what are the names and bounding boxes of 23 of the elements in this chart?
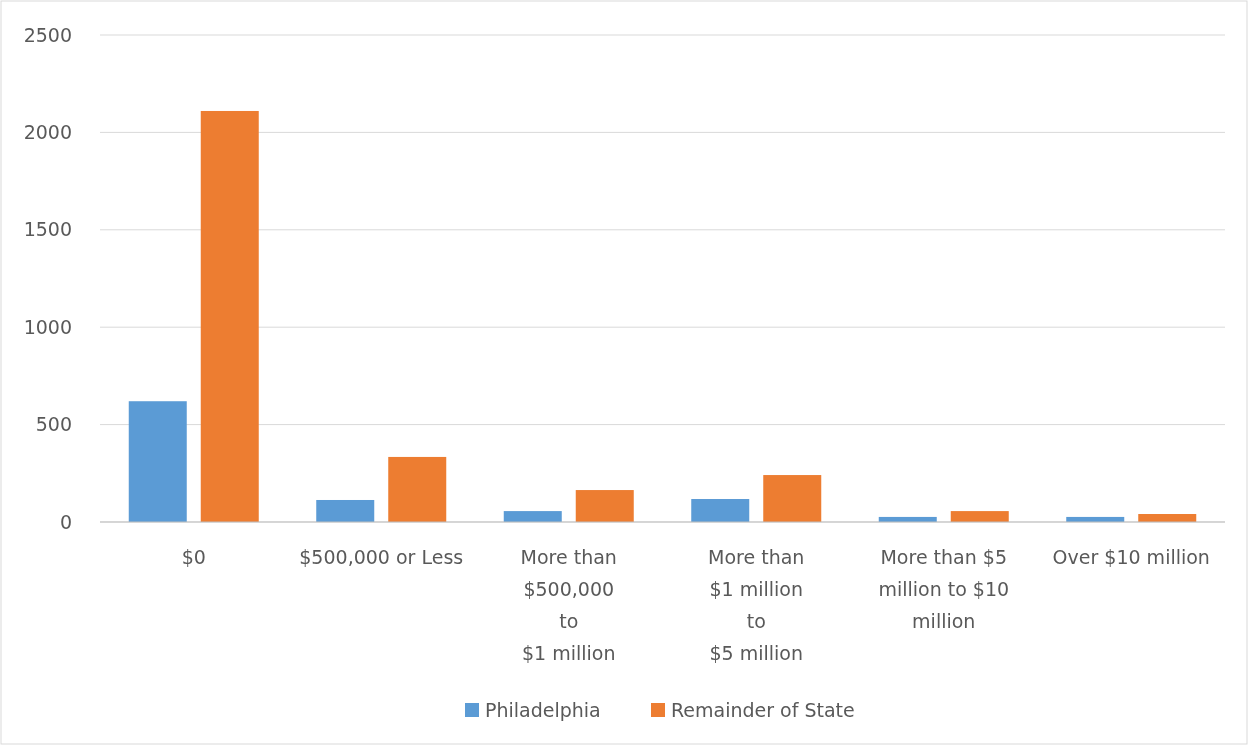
y-tick-label: 1000 bbox=[23, 315, 72, 338]
y-tick-label: 2500 bbox=[23, 23, 72, 46]
x-tick-label: Over $10 million bbox=[1052, 546, 1210, 568]
bar bbox=[128, 401, 187, 522]
x-tick-label: $0 bbox=[181, 546, 206, 568]
x-tick-label: More than $5 million to $10 million bbox=[878, 546, 1010, 632]
y-tick-label: 500 bbox=[35, 413, 72, 436]
bar bbox=[200, 110, 259, 522]
y-tick-label: 0 bbox=[59, 510, 72, 533]
y-tick-label: 2000 bbox=[23, 120, 72, 143]
bar bbox=[316, 499, 375, 522]
bar bbox=[691, 499, 750, 522]
bar bbox=[503, 511, 562, 522]
x-tick-label: $500,000 or Less bbox=[299, 546, 464, 568]
legend-label: Philadelphia bbox=[485, 698, 601, 721]
legend-label: Remainder of State bbox=[671, 698, 855, 721]
x-tick-label: More than $500,000 to $1 million bbox=[520, 546, 617, 664]
x-tick-label: More than $1 million to $5 million bbox=[708, 546, 805, 664]
bar bbox=[763, 475, 822, 522]
bar bbox=[575, 490, 634, 522]
y-tick-label: 1500 bbox=[23, 218, 72, 241]
bar bbox=[388, 456, 447, 522]
bar bbox=[950, 511, 1009, 522]
